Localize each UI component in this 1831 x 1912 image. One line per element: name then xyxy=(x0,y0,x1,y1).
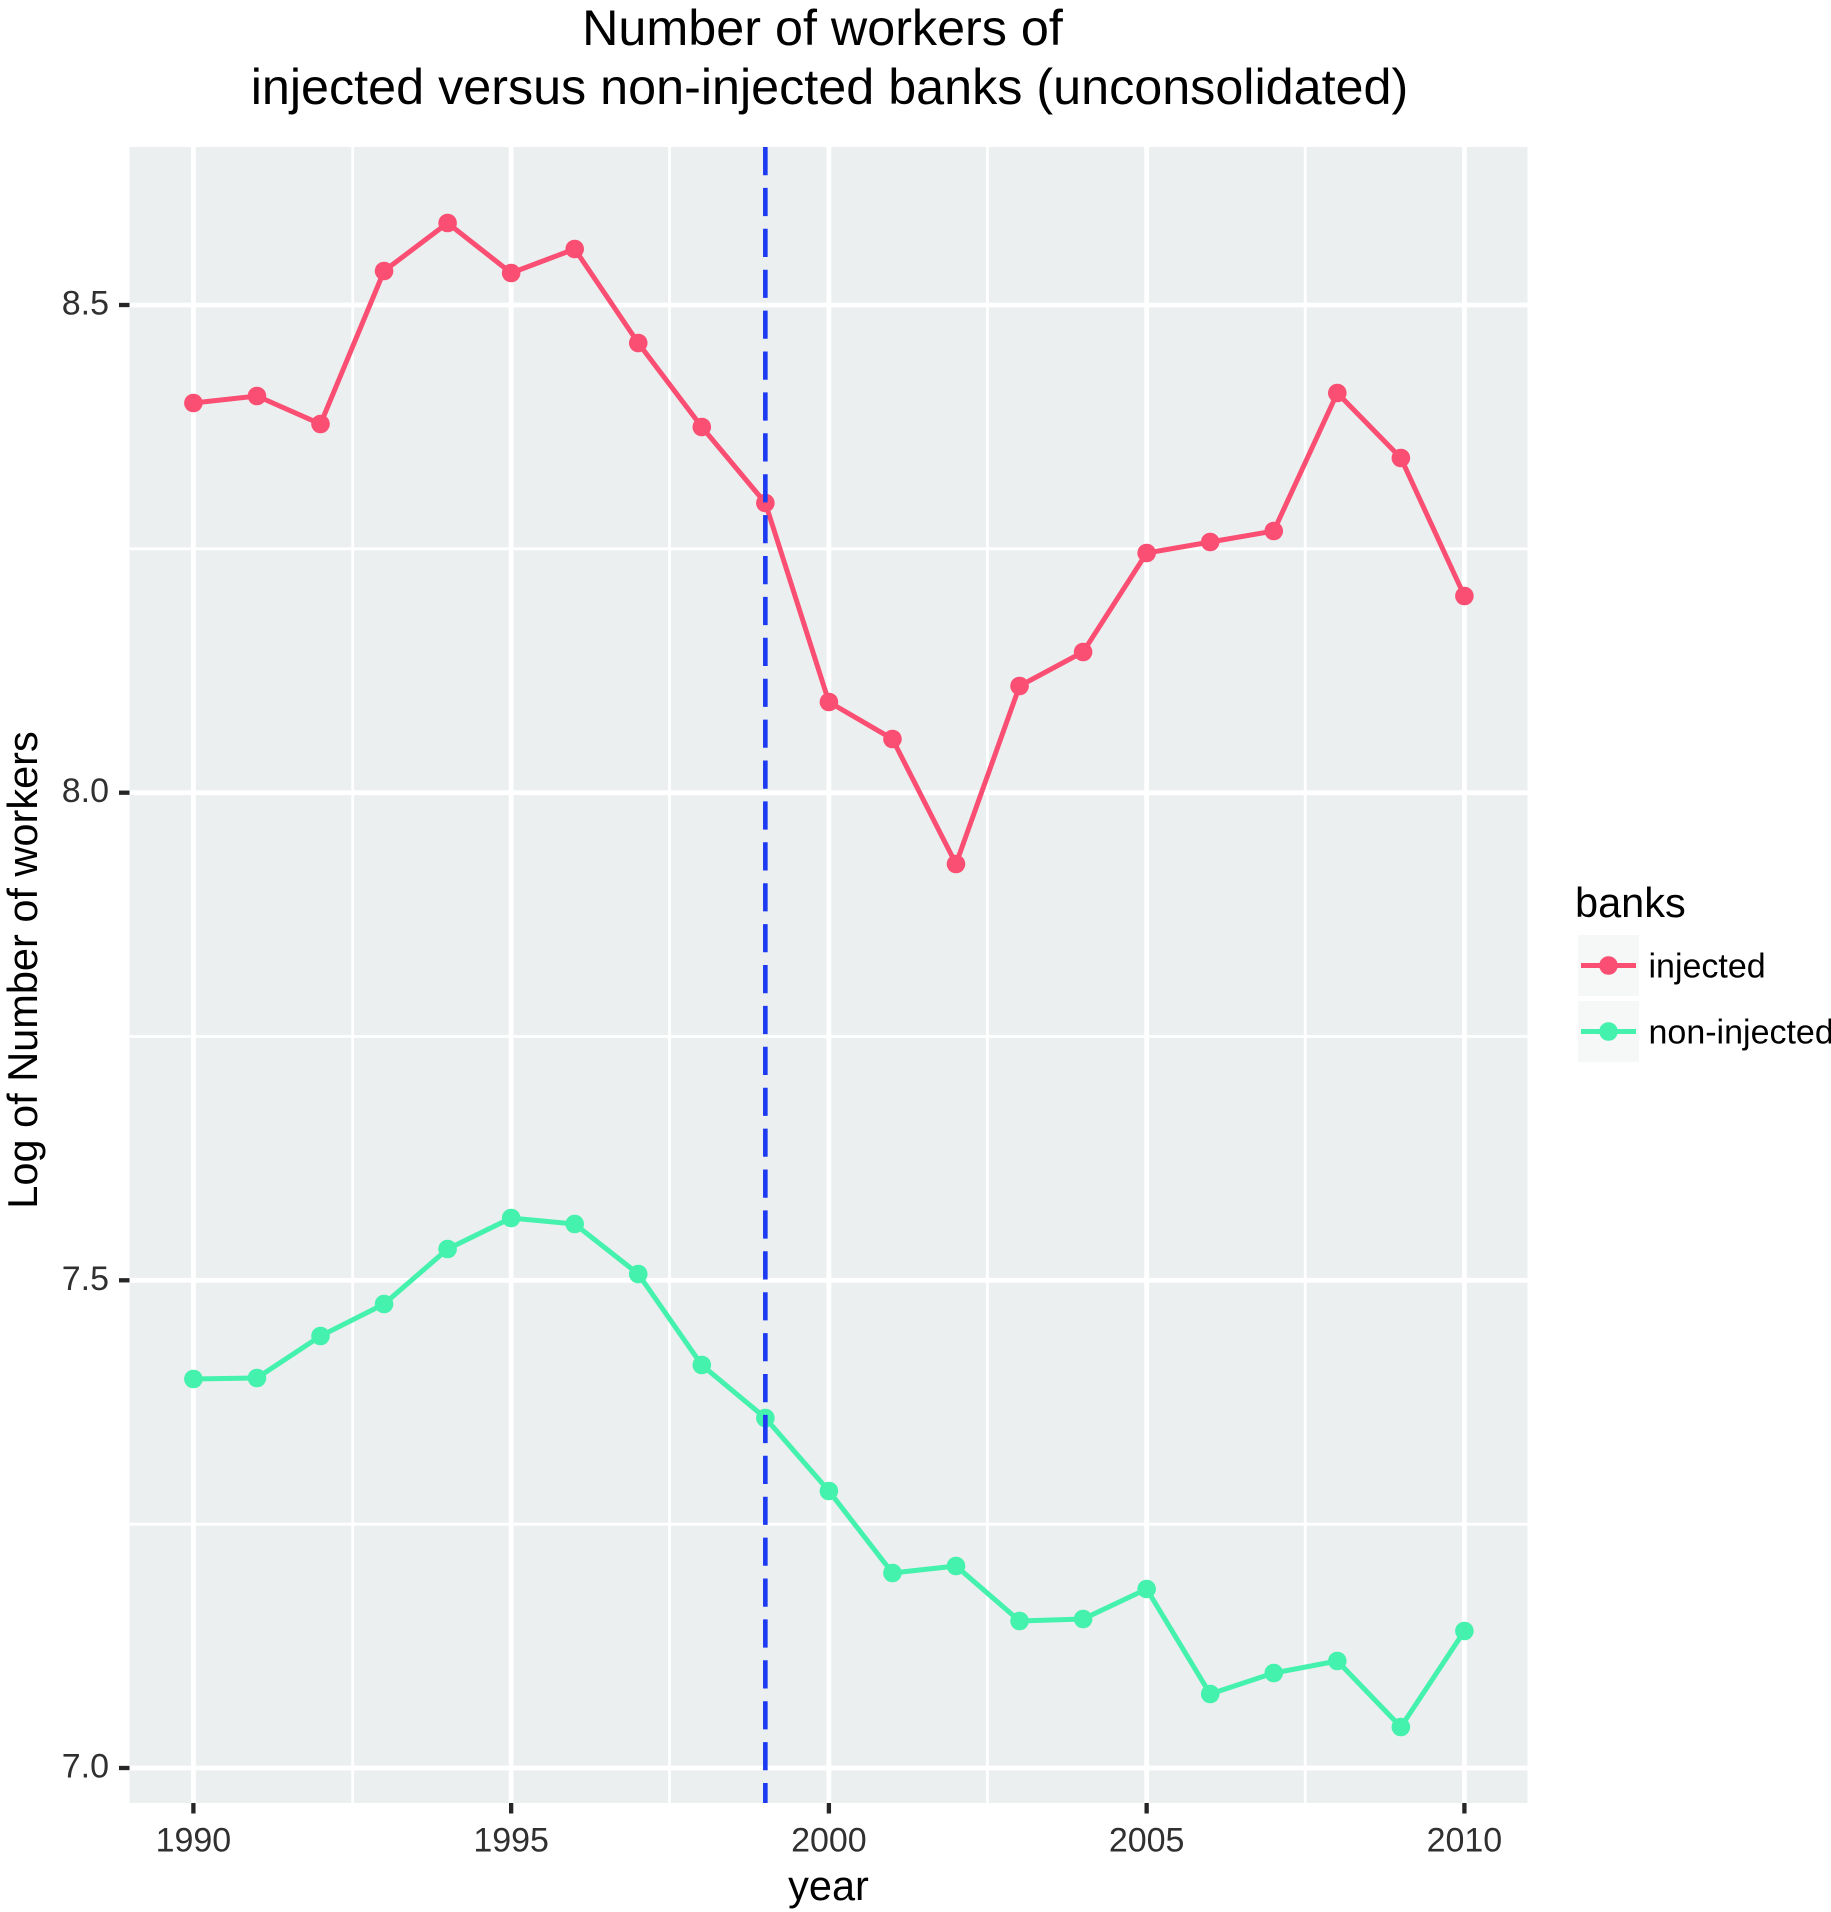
svg-text:1995: 1995 xyxy=(473,1822,549,1860)
svg-text:8.0: 8.0 xyxy=(62,772,109,810)
svg-text:banks: banks xyxy=(1575,879,1686,926)
svg-text:Log of Number of workers: Log of Number of workers xyxy=(0,731,46,1208)
svg-text:2005: 2005 xyxy=(1109,1822,1185,1860)
svg-text:non-injected: non-injected xyxy=(1649,1014,1831,1052)
svg-text:year: year xyxy=(788,1862,869,1909)
svg-text:injected: injected xyxy=(1649,948,1766,986)
svg-text:8.5: 8.5 xyxy=(62,285,109,323)
svg-text:7.0: 7.0 xyxy=(62,1748,109,1786)
svg-text:2000: 2000 xyxy=(791,1822,867,1860)
svg-text:7.5: 7.5 xyxy=(62,1260,109,1298)
svg-text:injected versus non-injected b: injected versus non-injected banks (unco… xyxy=(251,58,1409,115)
svg-text:1990: 1990 xyxy=(156,1822,232,1860)
svg-text:Number of workers of: Number of workers of xyxy=(582,0,1064,56)
svg-text:2010: 2010 xyxy=(1427,1822,1503,1860)
